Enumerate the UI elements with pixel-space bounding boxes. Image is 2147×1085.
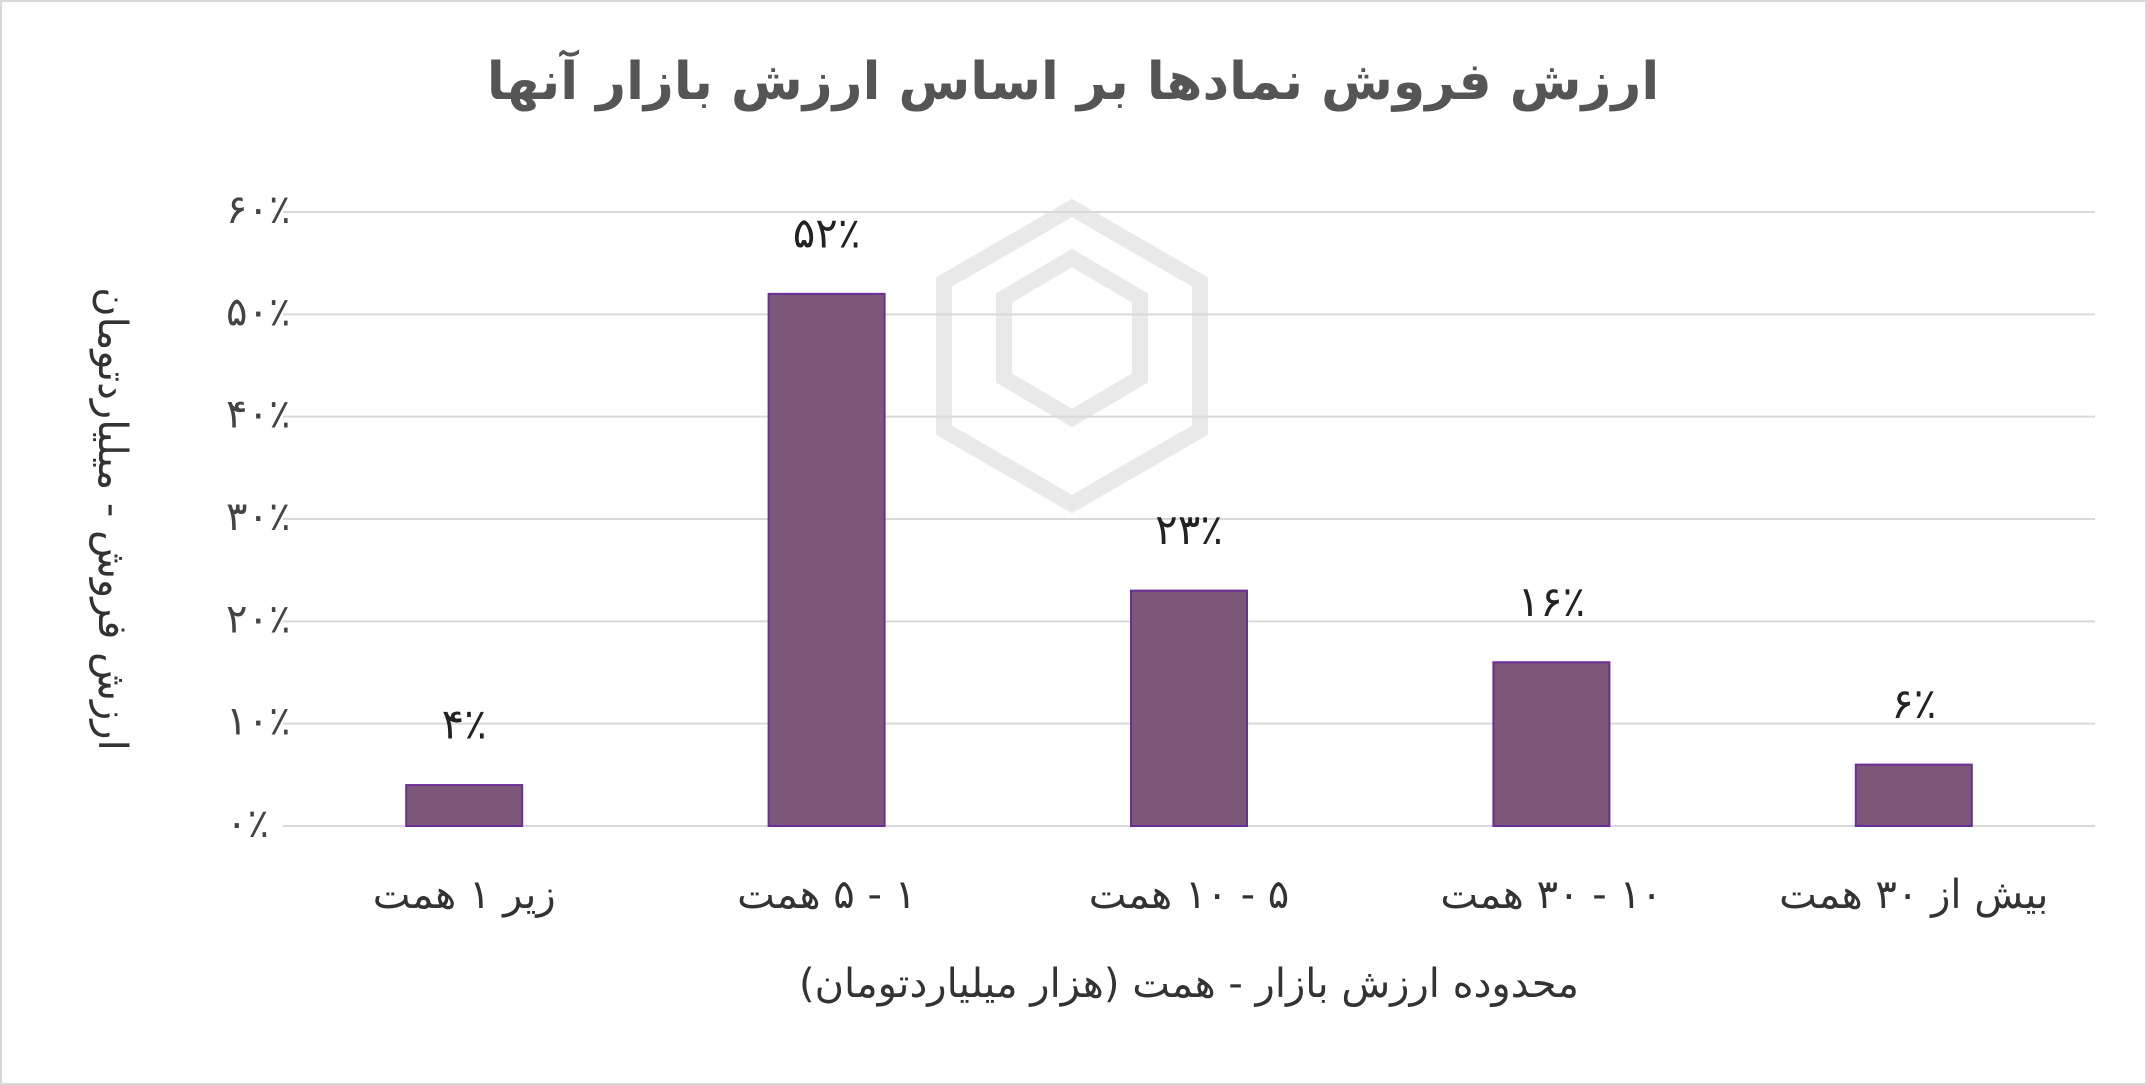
y-tick-label: ۴۰٪ [226, 392, 290, 438]
data-label: ۴٪ [442, 700, 487, 749]
watermark [936, 198, 1208, 514]
x-tick-label: ۱ - ۵ همت [737, 872, 916, 918]
chart-title: ارزش فروش نمادها بر اساس ارزش بازار آنها [487, 49, 1659, 112]
x-tick-label: ۵ - ۱۰ همت [1089, 872, 1290, 918]
data-label: ۵۲٪ [793, 208, 861, 257]
y-tick-label: ۳۰٪ [226, 494, 290, 540]
bar [405, 784, 524, 827]
y-tick-label: ۱۰٪ [226, 699, 290, 745]
y-tick-label: ۵۰٪ [226, 289, 290, 335]
data-label: ۱۶٪ [1518, 577, 1586, 626]
data-label: ۶٪ [1891, 679, 1936, 728]
y-tick-label: ۲۰٪ [226, 596, 290, 642]
bar [1854, 763, 1973, 827]
y-tick-label: ۶۰٪ [226, 187, 290, 233]
x-tick-label: بیش از ۳۰ همت [1779, 872, 2048, 918]
x-tick-label: زیر ۱ همت [373, 872, 556, 918]
data-label: ۲۳٪ [1155, 505, 1223, 554]
y-axis-title: ارزش فروش - میلیاردتومان [89, 287, 135, 750]
x-axis-title: محدوده ارزش بازار - همت (هزار میلیاردتوم… [799, 961, 1579, 1007]
bar [1492, 661, 1611, 827]
y-tick-label: ۰٪ [226, 801, 269, 847]
bar [767, 292, 886, 828]
bar [1130, 589, 1248, 828]
x-tick-label: ۱۰ - ۳۰ همت [1440, 872, 1662, 918]
